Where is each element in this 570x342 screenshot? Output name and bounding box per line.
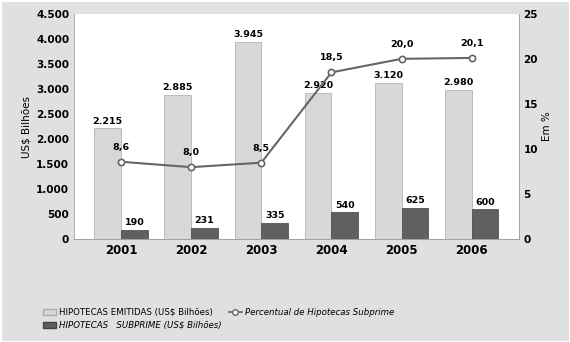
Legend: HIPOTECAS EMITIDAS (US$ Bilhões), HIPOTECAS   SUBPRIME (US$ Bilhões), Percentual: HIPOTECAS EMITIDAS (US$ Bilhões), HIPOTE… — [43, 307, 394, 330]
Bar — [402, 208, 428, 239]
Bar — [261, 223, 288, 239]
Text: 20,1: 20,1 — [460, 39, 483, 48]
Percentual de Hipotecas Subprime — [469, 56, 475, 60]
Text: 2.885: 2.885 — [162, 83, 193, 92]
Text: 190: 190 — [124, 218, 144, 227]
Percentual de Hipotecas Subprime — [328, 70, 335, 75]
Text: 625: 625 — [405, 196, 425, 205]
Bar — [191, 228, 218, 239]
Y-axis label: US$ Bilhões: US$ Bilhões — [22, 95, 32, 158]
Text: 335: 335 — [265, 211, 284, 220]
Text: 8,6: 8,6 — [112, 143, 129, 152]
Text: 540: 540 — [335, 200, 355, 210]
Text: 2.920: 2.920 — [303, 81, 333, 90]
Bar — [445, 90, 472, 239]
Y-axis label: Em %: Em % — [542, 112, 552, 141]
Percentual de Hipotecas Subprime — [117, 160, 124, 164]
Text: 18,5: 18,5 — [320, 53, 343, 63]
Bar — [235, 41, 261, 239]
Line: Percentual de Hipotecas Subprime: Percentual de Hipotecas Subprime — [118, 55, 475, 170]
Bar — [375, 83, 402, 239]
Bar — [332, 212, 358, 239]
Bar — [472, 209, 499, 239]
Text: 20,0: 20,0 — [390, 40, 413, 49]
Percentual de Hipotecas Subprime — [188, 165, 194, 169]
Bar — [94, 128, 121, 239]
Text: 231: 231 — [194, 216, 214, 225]
Percentual de Hipotecas Subprime — [258, 161, 264, 165]
Bar — [305, 93, 332, 239]
Text: 3.120: 3.120 — [373, 71, 404, 80]
Text: 8,0: 8,0 — [182, 148, 200, 157]
Text: 8,5: 8,5 — [253, 144, 270, 153]
Text: 3.945: 3.945 — [233, 30, 263, 39]
Text: 600: 600 — [475, 198, 495, 207]
Bar — [121, 230, 148, 239]
Text: 2.215: 2.215 — [92, 117, 123, 126]
Text: 2.980: 2.980 — [443, 78, 474, 87]
Percentual de Hipotecas Subprime — [398, 57, 405, 61]
Bar — [165, 95, 191, 239]
